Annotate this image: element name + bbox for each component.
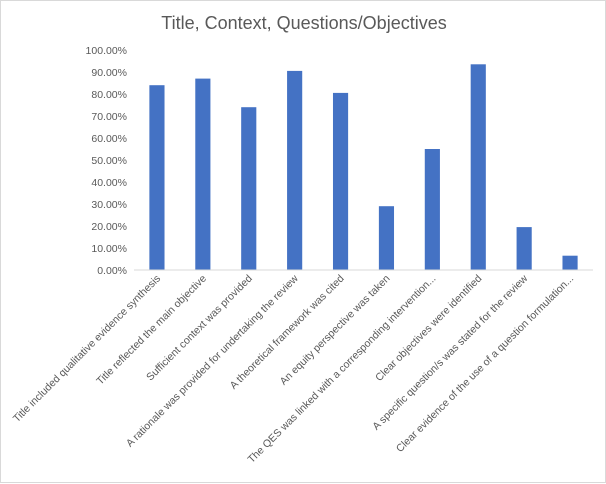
y-tick-label: 90.00% <box>91 67 127 79</box>
y-tick-label: 70.00% <box>91 111 127 123</box>
x-tick-label: A specific question/s was stated for the… <box>370 272 530 432</box>
chart-title: Title, Context, Questions/Objectives <box>161 13 446 33</box>
x-axis: Title included qualitative evidence synt… <box>11 269 593 466</box>
y-tick-label: 100.00% <box>86 45 127 57</box>
bar <box>424 149 440 270</box>
y-tick-label: 0.00% <box>97 265 127 277</box>
y-tick-label: 20.00% <box>91 221 127 233</box>
bar <box>470 64 486 270</box>
bar-series <box>149 64 578 271</box>
y-tick-label: 50.00% <box>91 155 127 167</box>
y-tick-label: 40.00% <box>91 177 127 189</box>
bar <box>516 227 532 270</box>
y-tick-label: 80.00% <box>91 89 127 101</box>
y-tick-label: 60.00% <box>91 133 127 145</box>
bar <box>378 206 395 270</box>
x-tick-label: A rationale was provided for undertaking… <box>124 272 301 449</box>
bar <box>332 92 349 271</box>
bar <box>287 70 303 271</box>
y-tick-label: 30.00% <box>91 199 127 211</box>
bar <box>195 78 211 270</box>
y-tick-label: 10.00% <box>91 243 127 255</box>
bar <box>149 85 165 270</box>
y-axis: 0.00% 10.00% 20.00% 30.00% 40.00% 50.00% 60.00… <box>86 45 127 277</box>
x-tick-label: Clear evidence of the use of a question … <box>394 273 576 455</box>
bar <box>562 255 578 270</box>
bar <box>241 107 257 270</box>
